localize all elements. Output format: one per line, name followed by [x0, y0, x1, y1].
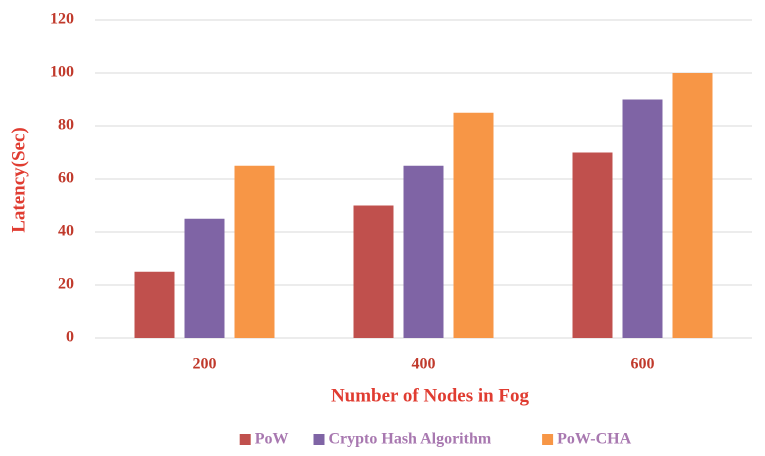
legend-swatch — [313, 434, 325, 445]
x-tick-label: 400 — [412, 356, 436, 373]
legend-label: Crypto Hash Algorithm — [329, 431, 492, 448]
legend-label: PoW-CHA — [557, 431, 632, 448]
bar — [672, 73, 713, 338]
bar — [622, 99, 663, 338]
y-tick-label: 20 — [58, 276, 74, 293]
bar — [403, 165, 444, 338]
legend-label: PoW — [255, 431, 289, 448]
bar — [234, 165, 275, 338]
bar — [134, 271, 175, 338]
y-tick-label: 80 — [58, 117, 74, 134]
y-tick-label: 100 — [50, 64, 74, 81]
bar — [453, 112, 494, 338]
y-tick-label: 40 — [58, 223, 74, 240]
legend-swatch — [239, 434, 251, 445]
legend-swatch — [542, 434, 554, 445]
y-tick-label: 120 — [50, 11, 74, 28]
bar — [184, 218, 225, 338]
y-tick-label: 60 — [58, 170, 74, 187]
x-axis-title: Number of Nodes in Fog — [331, 385, 530, 406]
y-axis-title: Latency(Sec) — [8, 127, 29, 233]
bar — [353, 205, 394, 338]
bar — [572, 152, 613, 338]
y-tick-label: 0 — [66, 329, 74, 346]
x-tick-label: 200 — [193, 356, 217, 373]
x-tick-label: 600 — [631, 356, 655, 373]
